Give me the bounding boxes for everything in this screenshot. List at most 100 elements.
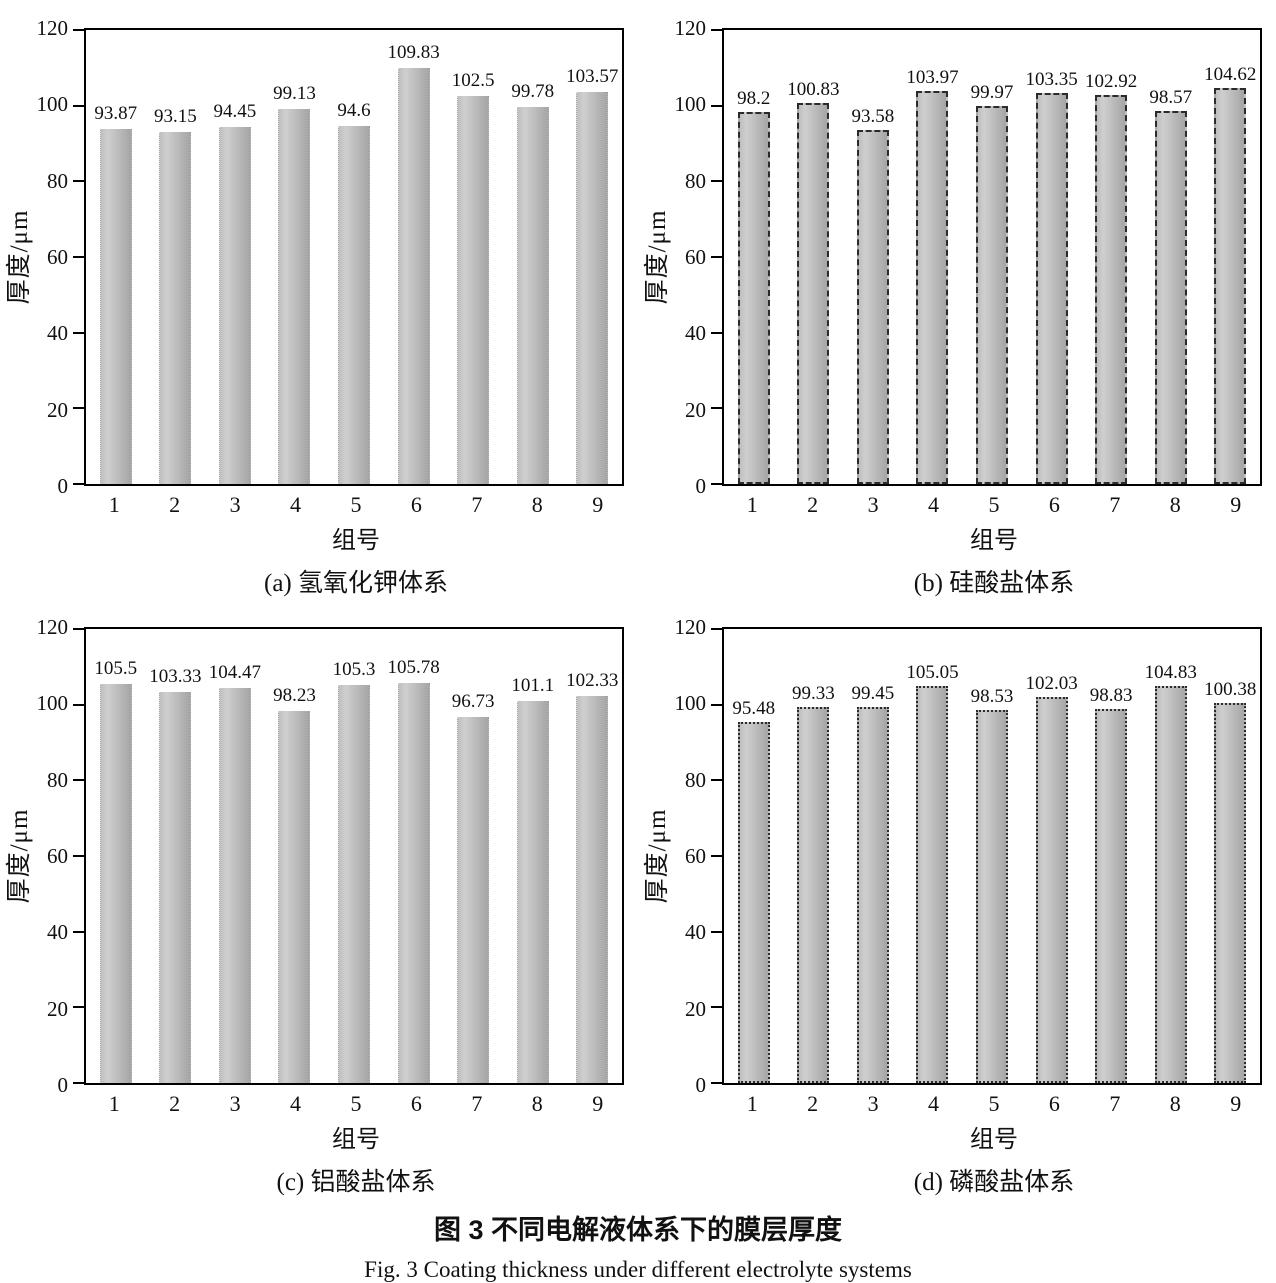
x-tick-label: 2 bbox=[807, 1091, 819, 1116]
y-tick-mark bbox=[711, 930, 722, 933]
bar-slot: 104.62 bbox=[1201, 30, 1261, 484]
bar: 98.23 bbox=[273, 685, 316, 1083]
x-tick-label: 1 bbox=[108, 492, 120, 517]
y-tick-label: 60 bbox=[47, 844, 68, 868]
chart-body: 厚度/μm 0 20 40 60 80 100 120 93.87 93.15 94.45 99.… bbox=[0, 16, 638, 498]
bar-slot: 95.48 bbox=[724, 629, 784, 1083]
y-tick-labels: 0 20 40 60 80 100 120 bbox=[672, 16, 722, 498]
bar-slot: 98.57 bbox=[1141, 30, 1201, 484]
figure-title-en: Fig. 3 Coating thickness under different… bbox=[364, 1257, 912, 1282]
y-axis-label: 厚度/μm bbox=[6, 209, 33, 305]
y-tick-mark bbox=[711, 29, 722, 31]
bar: 93.87 bbox=[94, 103, 137, 484]
bar-slot: 94.45 bbox=[205, 30, 265, 484]
bar: 96.73 bbox=[452, 691, 495, 1083]
y-tick-label: 20 bbox=[47, 397, 68, 422]
x-tick-label: 9 bbox=[1230, 1091, 1242, 1116]
plot-area: 95.48 99.33 99.45 105.05 98.53 102.03 98.83 104… bbox=[711, 627, 1262, 1085]
bar: 104.47 bbox=[209, 662, 261, 1083]
bar: 100.83 bbox=[787, 79, 839, 484]
bar-value-label: 99.45 bbox=[851, 682, 895, 704]
bar: 98.57 bbox=[1149, 87, 1192, 484]
bar-slot: 101.1 bbox=[503, 629, 563, 1083]
bar-value-label: 93.87 bbox=[94, 102, 138, 124]
bar-slot: 96.73 bbox=[443, 629, 503, 1083]
x-axis-label: 组号 bbox=[970, 1127, 1018, 1153]
x-tick-label: 9 bbox=[1230, 492, 1242, 517]
y-tick-mark bbox=[73, 628, 84, 630]
bar-slot: 99.13 bbox=[265, 30, 325, 484]
y-tick-mark bbox=[73, 483, 84, 485]
bar-slot: 104.83 bbox=[1141, 629, 1201, 1083]
y-tick-mark bbox=[711, 628, 722, 630]
x-tick-label: 2 bbox=[807, 492, 819, 517]
y-axis-label: 厚度/μm bbox=[644, 808, 671, 904]
y-tick-mark bbox=[711, 779, 722, 782]
bar-value-label: 98.83 bbox=[1089, 685, 1133, 707]
y-tick-label: 40 bbox=[685, 321, 706, 346]
bar-value-label: 96.73 bbox=[451, 691, 495, 713]
y-tick-mark bbox=[73, 331, 84, 334]
bar-slot: 99.78 bbox=[503, 30, 563, 484]
bar: 93.58 bbox=[852, 106, 894, 484]
bar: 104.62 bbox=[1204, 64, 1256, 484]
bar-value-label: 105.3 bbox=[332, 658, 376, 680]
bar-value-label: 104.47 bbox=[208, 661, 262, 683]
x-tick-label: 8 bbox=[531, 492, 543, 517]
y-axis-label-column: 厚度/μm bbox=[638, 28, 672, 486]
y-tick-label: 0 bbox=[695, 474, 707, 498]
x-axis-label: 组号 bbox=[332, 528, 380, 554]
bar-value-label: 102.03 bbox=[1025, 673, 1078, 694]
bar: 103.33 bbox=[149, 666, 201, 1083]
panel-caption: (a) 氢氧化钾体系 bbox=[264, 570, 448, 597]
x-tick-label: 7 bbox=[471, 1091, 483, 1116]
bar-value-label: 99.78 bbox=[511, 80, 555, 102]
y-tick-label: 120 bbox=[674, 615, 707, 639]
y-axis-label: 厚度/μm bbox=[6, 808, 33, 904]
x-axis-label: 组号 bbox=[970, 528, 1018, 554]
chart-panel-d: 厚度/μm 0 20 40 60 80 100 120 95.48 99.33 99.45 105… bbox=[638, 599, 1276, 1198]
plot-area: 98.2 100.83 93.58 103.97 99.97 103.35 102.92 98… bbox=[711, 28, 1262, 486]
x-axis-label: 组号 bbox=[332, 1127, 380, 1153]
chart-body: 厚度/μm 0 20 40 60 80 100 120 98.2 100.83 93.58 103… bbox=[638, 16, 1276, 498]
x-tick-labels: 1 2 3 4 5 6 7 8 9 bbox=[722, 492, 1266, 518]
bar: 102.33 bbox=[566, 670, 618, 1083]
x-tick-label: 3 bbox=[229, 1091, 241, 1116]
y-tick-label: 80 bbox=[685, 767, 706, 792]
x-tick-label: 4 bbox=[290, 492, 302, 517]
bar: 102.03 bbox=[1025, 673, 1078, 1083]
y-tick-mark bbox=[73, 180, 84, 183]
bar: 100.38 bbox=[1204, 679, 1256, 1083]
x-tick-label: 4 bbox=[928, 492, 940, 517]
y-tick-label: 0 bbox=[695, 1073, 707, 1097]
bar-value-label: 103.33 bbox=[149, 666, 202, 688]
y-tick-mark bbox=[711, 855, 722, 857]
y-axis-label-column: 厚度/μm bbox=[0, 28, 34, 486]
bar: 103.57 bbox=[566, 66, 618, 484]
y-axis-label-column: 厚度/μm bbox=[638, 627, 672, 1085]
x-tick-label: 8 bbox=[531, 1091, 543, 1116]
y-tick-label: 40 bbox=[47, 920, 68, 945]
y-tick-mark bbox=[711, 104, 722, 107]
y-tick-labels: 0 20 40 60 80 100 120 bbox=[672, 615, 722, 1097]
bar: 94.6 bbox=[337, 100, 371, 484]
chart-body: 厚度/μm 0 20 40 60 80 100 120 105.5 103.33 104.47 9… bbox=[0, 615, 638, 1097]
y-axis-label-column: 厚度/μm bbox=[0, 627, 34, 1085]
y-tick-mark bbox=[73, 407, 84, 410]
bar-slot: 93.87 bbox=[86, 30, 146, 484]
bar-value-label: 105.5 bbox=[94, 657, 138, 679]
bar-slot: 102.03 bbox=[1022, 629, 1082, 1083]
x-tick-label: 5 bbox=[988, 492, 1000, 517]
y-tick-label: 60 bbox=[685, 245, 706, 269]
bar-slot: 98.23 bbox=[265, 629, 325, 1083]
y-tick-label: 40 bbox=[47, 321, 68, 346]
x-tick-labels: 1 2 3 4 5 6 7 8 9 bbox=[722, 1091, 1266, 1117]
bar-slot: 105.3 bbox=[324, 629, 384, 1083]
bar-value-label: 93.58 bbox=[851, 105, 895, 127]
bar: 99.97 bbox=[971, 82, 1013, 484]
x-tick-label: 9 bbox=[592, 1091, 604, 1116]
bar-value-label: 100.83 bbox=[787, 78, 840, 100]
bar-slot: 105.05 bbox=[903, 629, 963, 1083]
y-tick-mark bbox=[73, 855, 84, 857]
